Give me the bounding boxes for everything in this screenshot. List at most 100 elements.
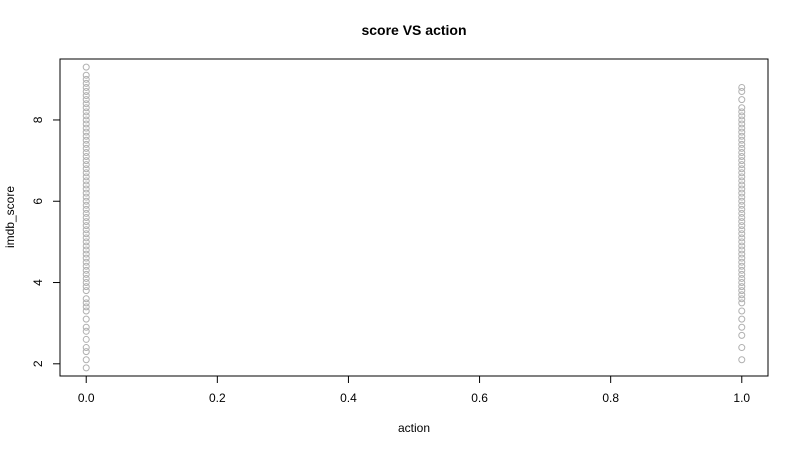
data-point-action-1: [738, 279, 746, 287]
data-point-action-0: [82, 242, 90, 250]
data-point-action-1: [738, 181, 746, 189]
data-point-action-0: [82, 108, 90, 116]
data-point-action-1: [738, 83, 746, 91]
data-point-action-1: [738, 323, 746, 331]
data-point-action-0: [82, 96, 90, 104]
data-point-action-0: [82, 140, 90, 148]
data-point-action-0: [82, 100, 90, 108]
data-point-action-0: [82, 226, 90, 234]
data-point-action-0: [82, 222, 90, 230]
data-point-action-0: [82, 327, 90, 335]
data-point-action-1: [738, 132, 746, 140]
data-point-action-0: [82, 283, 90, 291]
data-point-action-1: [738, 262, 746, 270]
data-point-action-0: [82, 335, 90, 343]
data-point-action-0: [82, 169, 90, 177]
data-point-action-0: [82, 295, 90, 303]
y-axis: 2 4 6 8: [31, 116, 61, 367]
data-point-action-1: [738, 165, 746, 173]
data-point-action-1: [738, 283, 746, 291]
data-point-action-1: [738, 246, 746, 254]
data-point-action-1: [738, 315, 746, 323]
data-point-action-0: [82, 299, 90, 307]
x-tick-label: 0.0: [78, 391, 95, 405]
x-axis: 0.0 0.2 0.4 0.6 0.8 1.0: [78, 375, 750, 405]
data-point-action-0: [82, 270, 90, 278]
data-point-action-0: [82, 148, 90, 156]
data-point-action-1: [738, 254, 746, 262]
data-point-action-0: [82, 344, 90, 352]
data-point-action-1: [738, 112, 746, 120]
data-point-action-0: [82, 315, 90, 323]
data-point-action-0: [82, 88, 90, 96]
data-point-action-1: [738, 96, 746, 104]
data-point-action-1: [738, 120, 746, 128]
data-point-action-1: [738, 140, 746, 148]
data-point-action-0: [82, 266, 90, 274]
data-point-action-1: [738, 193, 746, 201]
data-point-action-1: [738, 108, 746, 116]
data-point-action-1: [738, 331, 746, 339]
data-point-action-0: [82, 83, 90, 91]
data-point-action-1: [738, 104, 746, 112]
data-point-action-1: [738, 274, 746, 282]
data-point-action-0: [82, 303, 90, 311]
data-point-action-1: [738, 222, 746, 230]
data-point-action-1: [738, 136, 746, 144]
data-point-action-0: [82, 307, 90, 315]
data-point-action-0: [82, 205, 90, 213]
x-axis-label: action: [398, 421, 430, 435]
data-point-action-1: [738, 128, 746, 136]
data-point-action-1: [738, 218, 746, 226]
data-point-action-1: [738, 161, 746, 169]
data-point-action-1: [738, 295, 746, 303]
data-point-action-0: [82, 177, 90, 185]
data-point-action-0: [82, 79, 90, 87]
data-point-action-1: [738, 169, 746, 177]
x-tick-label: 0.4: [340, 391, 357, 405]
data-point-action-0: [82, 356, 90, 364]
data-point-action-1: [738, 270, 746, 278]
data-point-action-0: [82, 279, 90, 287]
data-point-action-0: [82, 165, 90, 173]
data-point-action-1: [738, 344, 746, 352]
data-point-action-0: [82, 75, 90, 83]
data-point-action-0: [82, 197, 90, 205]
data-point-action-0: [82, 258, 90, 266]
data-point-action-1: [738, 214, 746, 221]
data-point-action-1: [738, 230, 746, 238]
data-point-action-0: [82, 323, 90, 331]
data-point-action-1: [738, 226, 746, 234]
data-point-action-1: [738, 238, 746, 246]
data-point-action-0: [82, 104, 90, 112]
chart-title: score VS action: [361, 22, 466, 38]
data-point-action-1: [738, 291, 746, 299]
data-point-action-1: [738, 185, 746, 193]
y-tick-label: 4: [31, 279, 45, 286]
data-point-action-1: [738, 157, 746, 165]
data-points: [82, 63, 746, 372]
data-point-action-1: [738, 148, 746, 156]
data-point-action-1: [738, 250, 746, 258]
data-point-action-0: [82, 185, 90, 193]
data-point-action-1: [738, 189, 746, 197]
data-point-action-1: [738, 116, 746, 124]
data-point-action-1: [738, 307, 746, 315]
data-point-action-0: [82, 120, 90, 128]
y-tick-label: 8: [31, 116, 45, 123]
data-point-action-0: [82, 144, 90, 152]
data-point-action-0: [82, 274, 90, 282]
data-point-action-1: [738, 242, 746, 250]
data-point-action-0: [82, 112, 90, 120]
data-point-action-1: [738, 153, 746, 161]
data-point-action-1: [738, 209, 746, 217]
data-point-action-0: [82, 209, 90, 217]
x-tick-label: 0.6: [471, 391, 488, 405]
data-point-action-1: [738, 356, 746, 364]
data-point-action-1: [738, 201, 746, 209]
data-point-action-1: [738, 197, 746, 205]
data-point-action-0: [82, 132, 90, 140]
y-axis-label: imdb_score: [3, 186, 17, 248]
data-point-action-1: [738, 287, 746, 295]
